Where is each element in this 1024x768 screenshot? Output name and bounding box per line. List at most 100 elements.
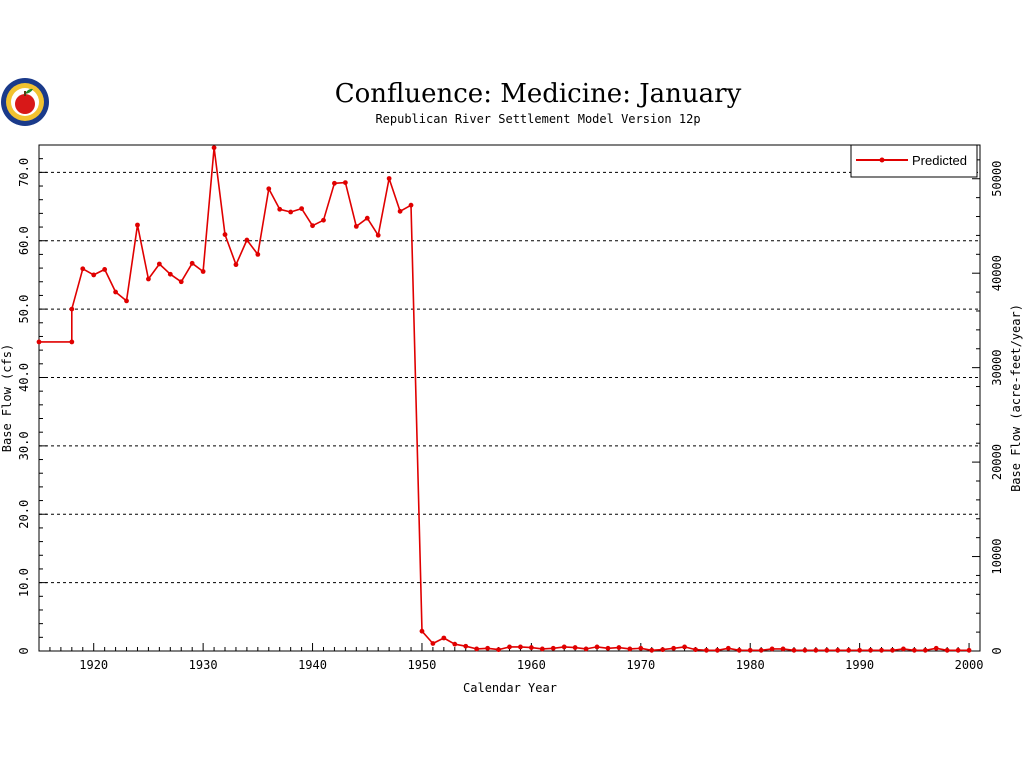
data-point — [211, 145, 217, 151]
x-tick-label: 1960 — [517, 658, 546, 672]
data-point — [146, 276, 151, 282]
data-point — [113, 289, 118, 295]
series-line-predicted — [39, 146, 970, 652]
data-point — [419, 628, 425, 634]
data-point — [485, 645, 491, 651]
data-point — [944, 647, 950, 653]
data-point — [321, 217, 326, 223]
data-point — [299, 206, 305, 211]
x-tick-label: 1930 — [189, 658, 218, 672]
data-point — [572, 645, 578, 650]
y-tick-label: 40.0 — [17, 363, 31, 392]
data-point — [649, 647, 655, 653]
x-tick-label: 1980 — [736, 658, 765, 672]
data-point — [682, 644, 687, 650]
data-point — [890, 647, 895, 653]
data-point — [342, 180, 348, 186]
data-point — [638, 645, 644, 651]
data-point — [91, 272, 97, 278]
y-right-tick-label: 40000 — [990, 255, 1004, 291]
data-point — [167, 271, 173, 277]
data-point — [901, 646, 906, 652]
data-point — [463, 643, 469, 649]
x-axis: 1920 1930 1940 1950 1960 1970 1980 1990 2000 — [38, 643, 984, 672]
y-right-tick-label: 10000 — [990, 538, 1004, 574]
data-point — [507, 644, 512, 650]
data-point — [36, 339, 42, 345]
data-point — [879, 647, 884, 653]
data-point — [452, 641, 458, 647]
data-point — [310, 223, 315, 229]
data-point — [539, 646, 545, 652]
data-point — [736, 647, 742, 653]
y-tick-label: 60.0 — [17, 226, 31, 255]
data-point — [288, 209, 294, 215]
data-point — [671, 645, 677, 651]
x-axis-label: Calendar Year — [463, 681, 557, 695]
data-point — [397, 208, 403, 214]
data-point — [386, 176, 392, 181]
data-point — [189, 260, 195, 266]
data-point — [693, 647, 698, 653]
data-point — [857, 647, 863, 653]
data-point — [769, 646, 775, 652]
data-point — [955, 647, 961, 653]
x-tick-label: 1970 — [626, 658, 655, 672]
x-tick-label: 2000 — [955, 658, 984, 672]
data-point — [430, 641, 436, 646]
chart-subtitle: Republican River Settlement Model Versio… — [375, 112, 700, 126]
data-point — [704, 647, 709, 653]
data-point — [627, 646, 633, 652]
data-point — [528, 645, 534, 650]
y-tick-label: 20.0 — [17, 500, 31, 529]
data-point — [156, 261, 162, 267]
y-axis-left: 0 10.0 20.0 30.0 40.0 50.0 60.0 70.0 — [17, 144, 47, 655]
data-point — [660, 647, 666, 653]
data-point — [868, 647, 873, 653]
legend-label-predicted: Predicted — [912, 153, 967, 168]
data-point — [364, 215, 370, 221]
data-point — [780, 646, 786, 652]
data-point — [80, 266, 86, 272]
data-point — [846, 647, 852, 653]
data-point — [583, 646, 589, 652]
y-axis-label-right: Base Flow (acre-feet/year) — [1009, 304, 1023, 492]
data-point — [178, 279, 184, 285]
y-tick-label: 10.0 — [17, 568, 31, 597]
data-point — [474, 646, 480, 652]
data-point — [69, 339, 75, 345]
data-point — [353, 223, 359, 229]
y-right-tick-label: 30000 — [990, 350, 1004, 386]
data-point — [69, 306, 75, 312]
data-point — [813, 647, 819, 653]
data-point — [277, 206, 283, 212]
data-point — [135, 222, 140, 228]
data-point — [747, 647, 753, 653]
data-point — [835, 647, 841, 653]
data-point — [375, 232, 381, 238]
data-point — [124, 298, 129, 304]
data-point — [791, 647, 797, 653]
data-point — [255, 252, 261, 257]
data-point — [758, 647, 764, 653]
y-tick-label: 50.0 — [17, 295, 31, 324]
data-point — [102, 267, 108, 272]
x-tick-label: 1920 — [79, 658, 108, 672]
data-point — [922, 647, 928, 653]
y-tick-label: 30.0 — [17, 431, 31, 460]
grid-lines — [39, 171, 980, 584]
data-point — [594, 644, 600, 650]
data-point — [824, 647, 830, 653]
data-point — [518, 644, 523, 650]
y-axis-label-left: Base Flow (cfs) — [0, 344, 14, 452]
y-right-tick-label: 0 — [990, 647, 1004, 654]
data-point — [550, 645, 556, 651]
y-tick-label: 0 — [17, 647, 31, 654]
y-right-tick-label: 50000 — [990, 161, 1004, 197]
data-point — [725, 645, 731, 651]
plot-frame — [38, 144, 981, 652]
data-point — [233, 262, 239, 268]
apple-seal-icon — [1, 78, 49, 126]
chart-title: Confluence: Medicine: January — [335, 79, 742, 109]
